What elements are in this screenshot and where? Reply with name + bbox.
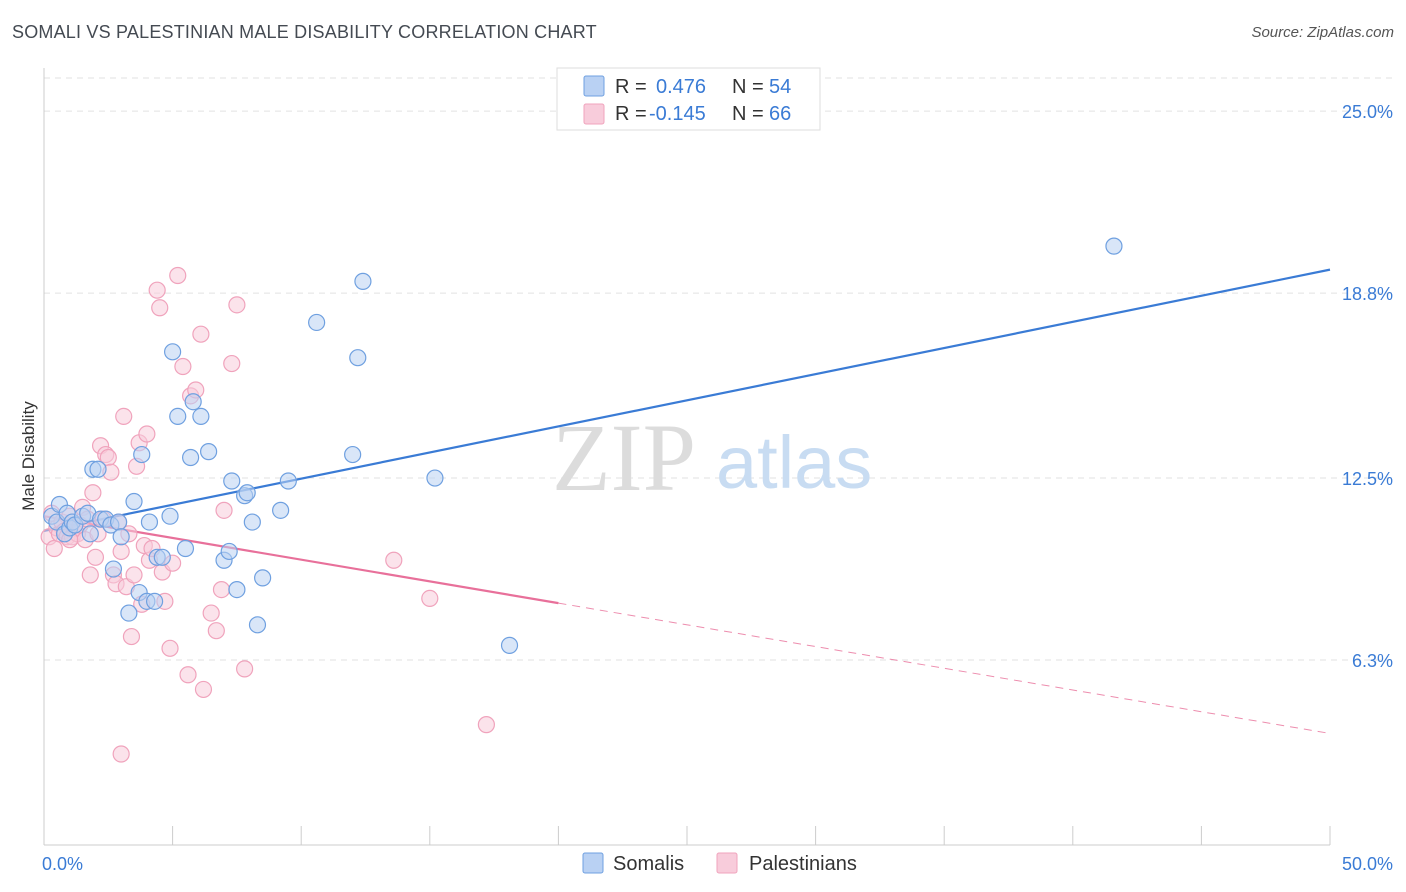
somali-legend-swatch [583, 75, 605, 97]
palestinian-n-label: N = [732, 103, 764, 125]
somali-point [200, 443, 218, 461]
somali-point [81, 525, 99, 543]
palestinian-point [161, 639, 179, 657]
palestinian-point [112, 542, 130, 561]
somali-point [125, 492, 143, 511]
somali-point [140, 513, 159, 531]
somali-point [223, 472, 241, 490]
palestinian-r-label: R = [615, 103, 647, 125]
palestinian-point [174, 357, 192, 376]
somali-point [308, 313, 326, 332]
x-tick-label: 50.0% [1342, 854, 1393, 874]
palestinian-point [207, 622, 225, 640]
palestinian-r-value: -0.145 [649, 103, 706, 125]
palestinian-point [202, 604, 220, 622]
y-tick-label: 6.3% [1352, 651, 1393, 671]
palestinian-point [179, 666, 197, 684]
palestinian-point [228, 296, 246, 314]
somali-point [145, 592, 164, 610]
watermark-zip: ZIP [552, 404, 696, 511]
somali-n-value: 54 [769, 76, 791, 98]
somali-point [349, 349, 367, 367]
axes [43, 68, 1331, 846]
somali-point [254, 569, 272, 587]
palestinian-point [81, 566, 99, 584]
somali-point [426, 469, 444, 487]
somali-point [238, 484, 256, 502]
somali-point [500, 636, 519, 654]
palestinian-point [236, 660, 254, 678]
watermark-atlas: atlas [716, 421, 872, 504]
palestinian-point [86, 548, 105, 566]
palestinian-point [169, 266, 187, 285]
palestinian-point [477, 716, 495, 734]
palestinian-legend-swatch [583, 103, 605, 125]
palestinian-point [151, 299, 169, 317]
palestinian-point [45, 539, 63, 558]
palestinian-point [148, 281, 166, 299]
y-tick-label: 12.5% [1342, 469, 1393, 489]
palestinian-point [125, 566, 143, 584]
palestinian-point [192, 325, 210, 343]
somali-point [344, 445, 362, 464]
palestinian-point [215, 501, 233, 519]
somali-point [176, 539, 195, 558]
somali-point [228, 581, 246, 599]
palestinian-point [112, 745, 130, 763]
palestinian-n-value: 66 [769, 103, 791, 125]
somali-point [220, 542, 238, 561]
palestinian-point [84, 484, 102, 502]
somali-point [164, 343, 182, 361]
somalis-legend-swatch [582, 852, 604, 874]
somali-point [184, 393, 202, 411]
grid-lines [44, 77, 1395, 661]
somali-point [120, 604, 138, 622]
somali-point [133, 445, 151, 464]
somali-point [272, 501, 290, 519]
trend-line-somalis [43, 268, 1331, 532]
somalis-legend-label: Somalis [613, 853, 684, 875]
somali-point [192, 407, 210, 426]
stats-legend: R = 0.476 N = 54 R = -0.145 N = 66 [556, 67, 821, 131]
series-legend: Somalis Palestinians [582, 852, 857, 875]
y-axis-title: Male Disability [19, 401, 38, 511]
somali-point [243, 513, 261, 531]
somali-point [104, 560, 123, 578]
somali-r-value: 0.476 [656, 76, 706, 98]
data-points [40, 237, 1123, 763]
somali-point [248, 616, 267, 634]
somali-point [1105, 237, 1123, 255]
somali-point [279, 472, 297, 490]
y-tick-label: 25.0% [1342, 102, 1393, 122]
somali-point [169, 407, 187, 426]
somali-point [182, 448, 200, 467]
trend-line-extension-palestinians [558, 602, 1331, 734]
somali-point [354, 272, 372, 290]
palestinian-point [122, 627, 141, 646]
palestinian-point [385, 551, 403, 569]
palestinian-point [194, 680, 213, 699]
somali-r-label: R = [615, 76, 647, 98]
palestinians-legend-label: Palestinians [749, 853, 857, 875]
y-tick-label: 18.8% [1342, 284, 1393, 304]
palestinian-point [212, 581, 231, 599]
palestinian-point [223, 354, 241, 373]
watermark: ZIP atlas [552, 404, 872, 511]
somali-point [153, 548, 171, 566]
tick-labels: 6.3% 12.5% 18.8% 25.0% 0.0% 50.0% [42, 102, 1393, 874]
palestinian-point [138, 425, 156, 443]
source-label: Source: ZipAtlas.com [1251, 24, 1394, 41]
palestinian-point [115, 407, 133, 426]
palestinian-point [421, 589, 439, 608]
somali-n-label: N = [732, 76, 764, 98]
somali-point [161, 507, 179, 525]
somali-point [109, 513, 128, 531]
somali-point [112, 528, 130, 546]
palestinians-legend-swatch [716, 852, 738, 874]
somali-point [89, 460, 107, 478]
x-tick-label: 0.0% [42, 854, 83, 874]
chart-title: SOMALI VS PALESTINIAN MALE DISABILITY CO… [12, 22, 597, 42]
